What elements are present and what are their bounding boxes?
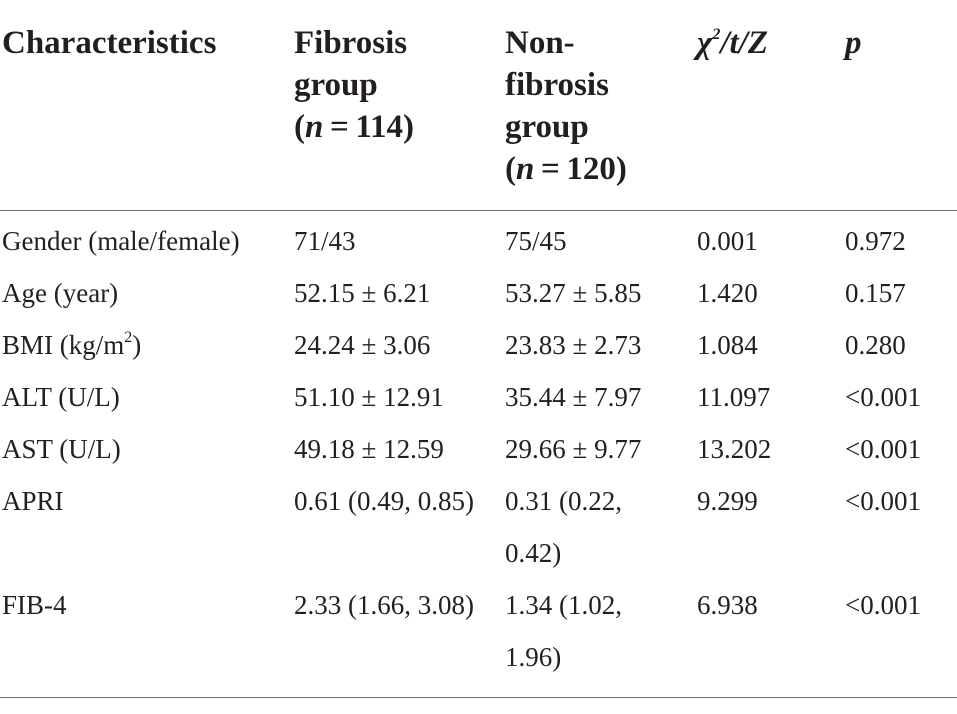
table-header: Characteristics Fibrosis group (n = 114)… bbox=[0, 22, 957, 210]
statistic-value: 11.097 bbox=[697, 382, 771, 412]
statistic-value: 1.084 bbox=[697, 330, 758, 360]
header-fibrosis-n: (n = 114) bbox=[294, 109, 415, 145]
row-label: ALT (U/L) bbox=[2, 382, 120, 412]
p-value: 0.972 bbox=[845, 226, 906, 256]
fibrosis-value: 51.10 ± 12.91 bbox=[294, 382, 444, 412]
nonfibrosis-value: 75/45 bbox=[505, 226, 567, 256]
fibrosis-value: 24.24 ± 3.06 bbox=[294, 330, 431, 360]
p-value: <0.001 bbox=[845, 486, 921, 516]
nonfibrosis-value: 29.66 ± 9.77 bbox=[505, 434, 642, 464]
header-divider bbox=[0, 210, 957, 211]
p-value: 0.157 bbox=[845, 278, 906, 308]
header-nonfibrosis-group: Non- fibrosis group (n = 120) bbox=[505, 22, 627, 190]
p-value: 0.280 bbox=[845, 330, 906, 360]
statistic-value: 9.299 bbox=[697, 486, 758, 516]
p-value: <0.001 bbox=[845, 382, 921, 412]
row-label: FIB-4 bbox=[2, 590, 67, 620]
nonfibrosis-value: 23.83 ± 2.73 bbox=[505, 330, 642, 360]
statistic-value: 13.202 bbox=[697, 434, 772, 464]
row-label: Gender (male/female) bbox=[2, 226, 240, 256]
row-label: AST (U/L) bbox=[2, 434, 121, 464]
header-test-statistic: χ2/t/Z bbox=[697, 25, 769, 61]
bottom-divider bbox=[0, 697, 957, 698]
nonfibrosis-value: 53.27 ± 5.85 bbox=[505, 278, 642, 308]
header-nonfibrosis-n: (n = 120) bbox=[505, 151, 627, 187]
p-value: <0.001 bbox=[845, 590, 921, 620]
statistic-value: 1.420 bbox=[697, 278, 758, 308]
statistic-value: 6.938 bbox=[697, 590, 758, 620]
header-fibrosis-group: Fibrosis group (n = 114) bbox=[294, 22, 414, 148]
fibrosis-value: 2.33 (1.66, 3.08) bbox=[294, 590, 474, 620]
nonfibrosis-value: 1.34 (1.02, 1.96) bbox=[505, 590, 622, 672]
fibrosis-value: 52.15 ± 6.21 bbox=[294, 278, 431, 308]
row-label: BMI (kg/m2) bbox=[2, 329, 142, 361]
fibrosis-value: 0.61 (0.49, 0.85) bbox=[294, 486, 474, 516]
fibrosis-value: 71/43 bbox=[294, 226, 356, 256]
statistic-value: 0.001 bbox=[697, 226, 758, 256]
header-p-value: p bbox=[845, 25, 862, 61]
fibrosis-value: 49.18 ± 12.59 bbox=[294, 434, 444, 464]
row-label: APRI bbox=[2, 486, 64, 516]
nonfibrosis-value: 0.31 (0.22, 0.42) bbox=[505, 486, 622, 568]
header-characteristics: Characteristics bbox=[2, 25, 217, 61]
row-label: Age (year) bbox=[2, 278, 119, 308]
p-value: <0.001 bbox=[845, 434, 921, 464]
nonfibrosis-value: 35.44 ± 7.97 bbox=[505, 382, 642, 412]
